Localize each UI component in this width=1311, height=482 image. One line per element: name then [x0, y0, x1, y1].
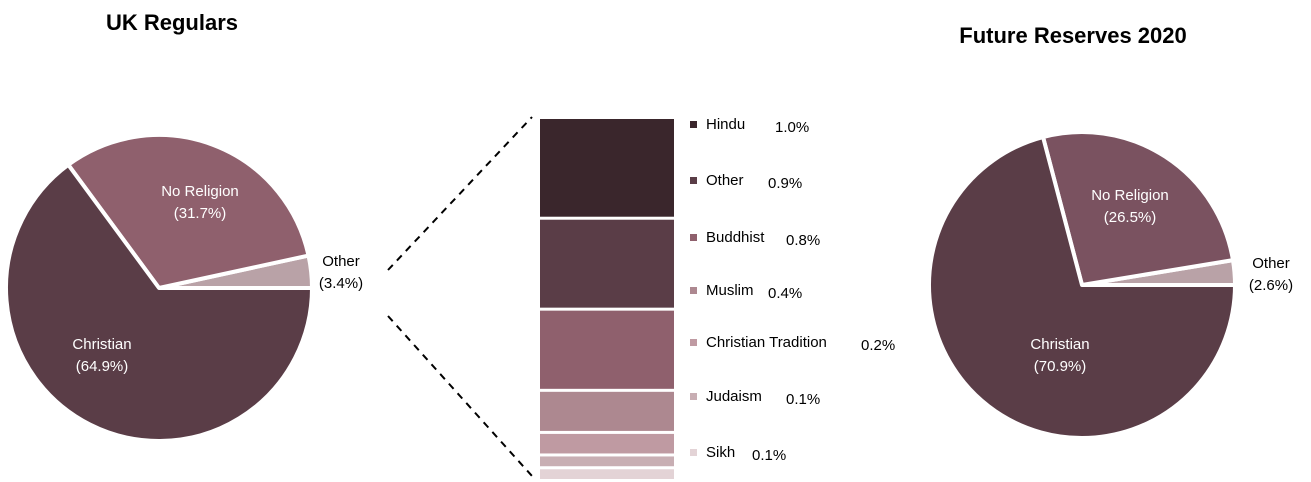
pie-uk-regulars: Christian (64.9%) No Religion (31.7%) Other(…: [4, 133, 363, 443]
slice-label-other: Other (2.6%): [1249, 255, 1293, 294]
value-label-sikh: 0.1%: [752, 447, 786, 464]
legend-marker-christian-tradition: [690, 339, 697, 346]
value-label-christian-tradition: 0.2%: [861, 337, 895, 354]
chart-title-future-reserves: Future Reserves 2020: [959, 23, 1186, 48]
bar-segment-sikh: [540, 469, 674, 479]
bar-segment-christian-tradition: [540, 433, 674, 454]
bar-segment-other: [540, 219, 674, 308]
slice-label-christian: Christian (70.9%): [1030, 336, 1089, 375]
value-label-other: 0.9%: [768, 175, 802, 192]
chart-title-uk-regulars: UK Regulars: [106, 10, 238, 35]
pie-slice-no-religion: [66, 133, 311, 290]
legend-marker-muslim: [690, 287, 697, 294]
value-label-muslim: 0.4%: [768, 285, 802, 302]
legend-marker-sikh: [690, 449, 697, 456]
value-label-judaism: 0.1%: [786, 391, 820, 408]
legend-marker-judaism: [690, 393, 697, 400]
connector-line-bottom: [387, 315, 533, 477]
pie-future-reserves: Christian (70.9%) No Religion (26.5%) Other(…: [927, 130, 1293, 440]
legend-marker-hindu: [690, 121, 697, 128]
legend-label-judaism: Judaism: [706, 388, 762, 405]
legend-label-hindu: Hindu: [706, 116, 745, 133]
slice-label-no-religion: No Religion (31.7%): [161, 183, 239, 222]
pie-slice-christian: [4, 162, 314, 443]
legend-label-muslim: Muslim: [706, 282, 754, 299]
pie-slice-no-religion: [1041, 130, 1235, 287]
pie-slice-christian: [927, 135, 1237, 440]
legend-label-buddhist: Buddhist: [706, 229, 765, 246]
legend-label-christian-tradition: Christian Tradition: [706, 334, 827, 351]
bar-segment-buddhist: [540, 310, 674, 389]
stacked-bar-other-religions: Hindu 1.0% Other 0.9% Buddhist 0.8% Muslim 0.4%…: [540, 116, 895, 479]
legend-label-other: Other: [706, 172, 744, 189]
slice-label-other: Other (3.4%): [319, 253, 363, 292]
legend-marker-other: [690, 177, 697, 184]
legend-label-sikh: Sikh: [706, 444, 735, 461]
value-label-hindu: 1.0%: [775, 119, 809, 136]
slice-label-no-religion: No Religion (26.5%): [1091, 187, 1169, 226]
connector-line-top: [387, 116, 533, 271]
bar-segment-hindu: [540, 119, 674, 217]
legend-marker-buddhist: [690, 234, 697, 241]
bar-segment-judaism: [540, 456, 674, 467]
value-label-buddhist: 0.8%: [786, 232, 820, 249]
bar-segment-muslim: [540, 391, 674, 431]
slice-label-christian: Christian (64.9%): [72, 336, 131, 375]
